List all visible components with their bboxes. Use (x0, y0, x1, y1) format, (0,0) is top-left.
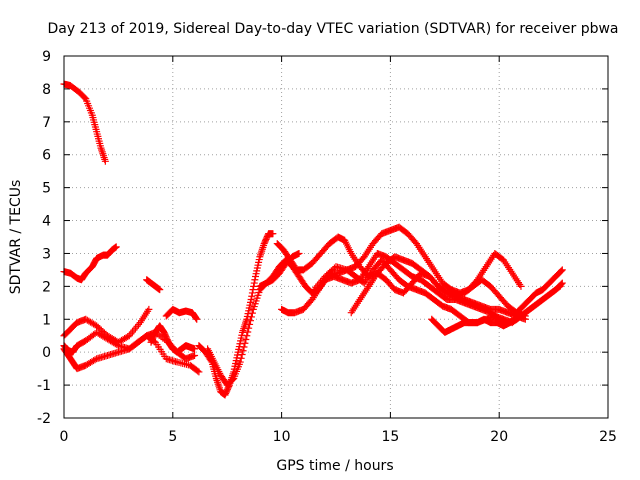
x-tick-label: 25 (599, 429, 617, 445)
data-point (113, 341, 121, 349)
x-tick-label: 5 (168, 429, 177, 445)
data-point (112, 243, 120, 251)
data-point (247, 317, 255, 325)
y-tick-label: 0 (42, 345, 51, 361)
data-point (239, 347, 247, 355)
x-tick-label: 0 (60, 429, 69, 445)
data-point (191, 345, 199, 353)
data-point (238, 351, 246, 359)
series-track-b (60, 243, 120, 284)
data-point (195, 368, 203, 376)
y-tick-label: -2 (37, 411, 51, 427)
series-track-m (273, 233, 529, 323)
y-tick-label: 3 (42, 246, 51, 262)
data-point (521, 312, 529, 320)
y-tick-label: 7 (42, 115, 51, 131)
data-point (246, 320, 254, 328)
grid (64, 56, 608, 418)
y-tick-label: 1 (42, 312, 51, 328)
data-point (243, 332, 251, 340)
series-track-n (310, 223, 525, 297)
y-tick-label: 6 (42, 148, 51, 164)
y-tick-label: 4 (42, 214, 51, 230)
data-point (101, 157, 109, 165)
data-point (237, 354, 245, 362)
y-tick-label: 9 (42, 49, 51, 65)
data-point (250, 282, 258, 290)
data-point (513, 315, 521, 323)
y-tick-label: 5 (42, 181, 51, 197)
data-point (248, 289, 256, 297)
data-point (236, 358, 244, 366)
series-track-a (60, 80, 109, 165)
data-point (517, 282, 525, 290)
data-point (194, 367, 202, 375)
data-point (248, 292, 256, 300)
data-point (145, 305, 153, 313)
x-tick-label: 15 (381, 429, 399, 445)
data-point (251, 276, 259, 284)
data-point (91, 356, 99, 364)
series-track-p (428, 315, 521, 336)
x-axis-label: GPS time / hours (276, 458, 393, 474)
data-point (240, 343, 248, 351)
series-track-f (147, 322, 199, 356)
data-point (241, 339, 249, 347)
y-tick-label: 2 (42, 279, 51, 295)
data-point (249, 286, 257, 294)
data-point (245, 324, 253, 332)
data-point (558, 266, 566, 274)
series-track-g (143, 276, 164, 294)
series-track-h (162, 305, 201, 323)
data-point (295, 249, 303, 257)
data-point (248, 309, 256, 317)
data-point (247, 296, 255, 304)
plot-frame (63, 55, 609, 419)
data-point (250, 279, 258, 287)
data-point (557, 280, 565, 288)
data-points (60, 80, 566, 399)
y-tick-label: -1 (37, 378, 51, 394)
data-point (191, 351, 199, 359)
data-point (244, 328, 252, 336)
data-point (156, 286, 164, 294)
data-point (247, 313, 255, 321)
data-point (269, 230, 277, 238)
data-point (557, 267, 565, 275)
data-point (192, 314, 200, 322)
y-axis-label: SDTVAR / TECUs (8, 180, 24, 295)
data-point (193, 315, 201, 323)
x-tick-label: 20 (490, 429, 508, 445)
y-tick-label: 8 (42, 82, 51, 98)
chart-title: Day 213 of 2019, Sidereal Day-to-day VTE… (47, 21, 618, 37)
x-tick-label: 10 (273, 429, 291, 445)
series-track-q (513, 266, 566, 317)
data-point (242, 335, 250, 343)
data-point (558, 279, 566, 287)
